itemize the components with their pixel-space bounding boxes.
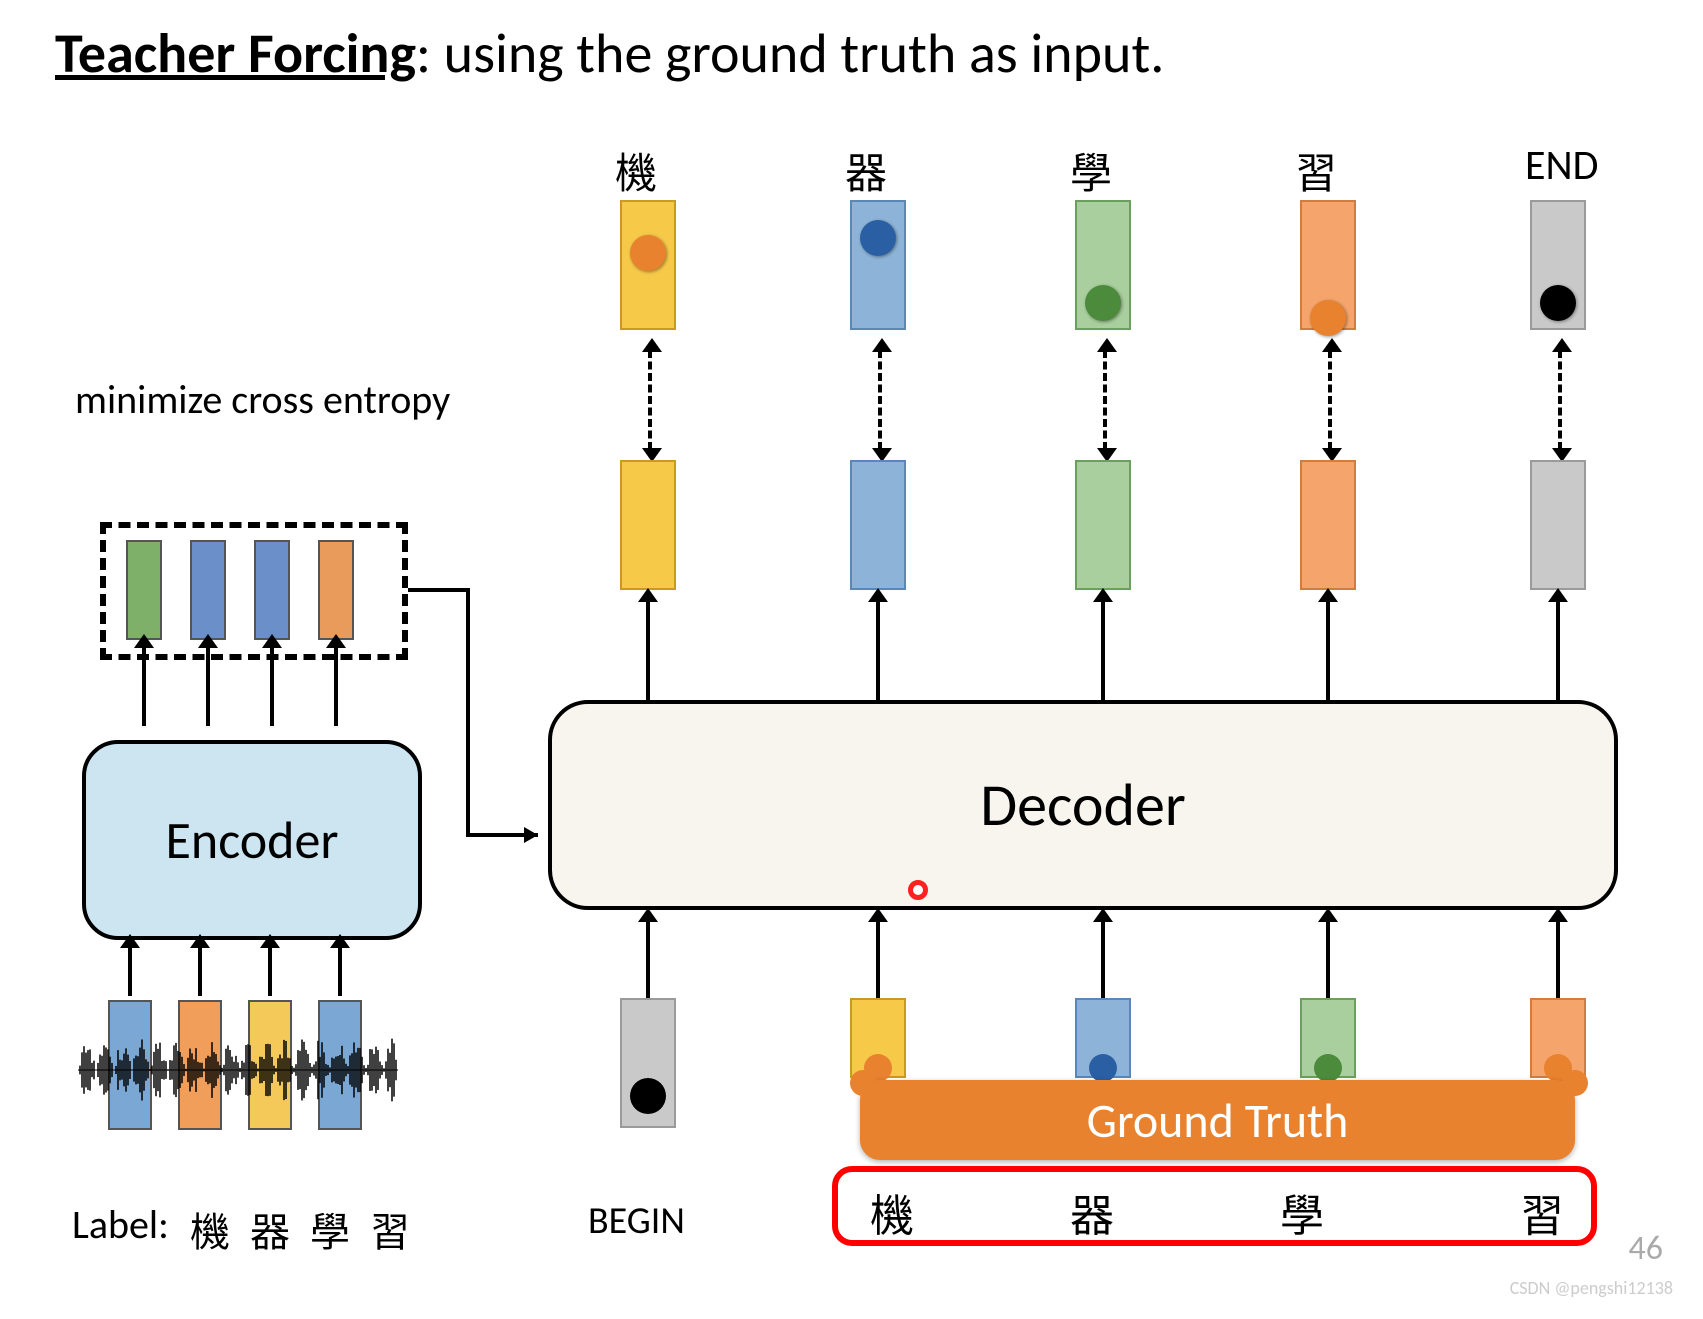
watermark: CSDN @pengshi12138 xyxy=(1510,1277,1673,1299)
output-char: END xyxy=(1525,140,1598,191)
decoder-in-arrow xyxy=(1101,920,1105,998)
gt-token-dot xyxy=(1089,1054,1117,1082)
waveform-icon xyxy=(78,1025,398,1115)
encoder-in-arrow xyxy=(338,946,342,996)
ground-truth-chars-box xyxy=(832,1166,1597,1246)
encoder-output-vec xyxy=(254,540,290,640)
gt-char: 器 xyxy=(1070,1180,1114,1244)
gt-char: 學 xyxy=(1280,1180,1324,1244)
gt-corner-dot xyxy=(850,1070,876,1096)
minimize-label: minimize cross entropy xyxy=(75,375,450,424)
decoder-in-arrow xyxy=(1326,920,1330,998)
gt-corner-dot xyxy=(1562,1070,1588,1096)
decoder-output-rect xyxy=(850,460,906,590)
encoder-label: Encoder xyxy=(165,808,338,872)
encoder-in-arrow xyxy=(128,946,132,996)
gt-char: 習 xyxy=(1520,1180,1564,1244)
label-char: 習 xyxy=(370,1200,410,1258)
encoder-out-arrow xyxy=(334,646,338,726)
page-number: 46 xyxy=(1629,1228,1663,1269)
encoder-output-vec xyxy=(318,540,354,640)
ground-truth-label: Ground Truth xyxy=(1087,1091,1349,1150)
label-char: 機 xyxy=(190,1200,230,1258)
ground-truth-box: Ground Truth xyxy=(860,1080,1575,1160)
decoder-in-arrow xyxy=(646,920,650,998)
decoder-output-rect xyxy=(1300,460,1356,590)
decoder-in-arrow xyxy=(876,920,880,998)
begin-dot xyxy=(630,1078,666,1114)
title: Teacher Forcing: using the ground truth … xyxy=(55,20,1164,88)
decoder-output-rect xyxy=(620,460,676,590)
output-peak-dot xyxy=(1310,300,1346,336)
loss-arrow xyxy=(648,350,652,450)
decoder-out-arrow xyxy=(1326,600,1330,700)
encoder-out-arrow xyxy=(206,646,210,726)
label-char: 學 xyxy=(310,1200,350,1258)
decoder-out-arrow xyxy=(646,600,650,700)
encoder-decoder-connector xyxy=(408,580,548,840)
output-char: 習 xyxy=(1295,140,1337,201)
encoder-block: Encoder xyxy=(82,740,422,940)
gt-token-dot xyxy=(1314,1054,1342,1082)
title-bold: Teacher Forcing xyxy=(55,20,416,88)
pointer-dot xyxy=(908,880,928,900)
output-char: 器 xyxy=(845,140,887,201)
title-rest: : using the ground truth as input. xyxy=(416,20,1164,88)
begin-label: BEGIN xyxy=(588,1198,685,1244)
decoder-block: Decoder xyxy=(548,700,1618,910)
output-peak-dot xyxy=(860,220,896,256)
label-char: 器 xyxy=(250,1200,290,1258)
loss-arrow xyxy=(878,350,882,450)
gt-char: 機 xyxy=(870,1180,914,1244)
decoder-output-rect xyxy=(1075,460,1131,590)
decoder-in-arrow xyxy=(1556,920,1560,998)
decoder-output-rect xyxy=(1530,460,1586,590)
output-peak-dot xyxy=(1085,285,1121,321)
encoder-in-arrow xyxy=(268,946,272,996)
decoder-label: Decoder xyxy=(980,769,1186,842)
loss-arrow xyxy=(1328,350,1332,450)
decoder-out-arrow xyxy=(1556,600,1560,700)
decoder-out-arrow xyxy=(1101,600,1105,700)
encoder-output-vec xyxy=(126,540,162,640)
encoder-in-arrow xyxy=(198,946,202,996)
output-char: 機 xyxy=(615,140,657,201)
loss-arrow xyxy=(1103,350,1107,450)
label-prefix: Label: xyxy=(72,1200,169,1249)
output-peak-dot xyxy=(1540,285,1576,321)
output-char: 學 xyxy=(1070,140,1112,201)
loss-arrow xyxy=(1558,350,1562,450)
decoder-out-arrow xyxy=(876,600,880,700)
encoder-output-vec xyxy=(190,540,226,640)
output-peak-dot xyxy=(630,235,666,271)
encoder-out-arrow xyxy=(142,646,146,726)
encoder-out-arrow xyxy=(270,646,274,726)
